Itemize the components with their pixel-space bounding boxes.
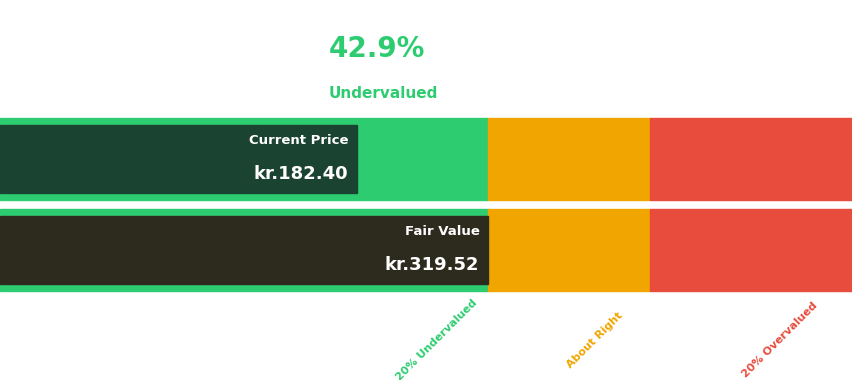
Text: About Right: About Right — [564, 310, 624, 370]
Text: kr.319.52: kr.319.52 — [384, 256, 479, 274]
Text: Fair Value: Fair Value — [404, 225, 479, 238]
Bar — [0, 209, 487, 291]
Text: 42.9%: 42.9% — [328, 35, 424, 63]
Bar — [649, 118, 852, 200]
Bar — [0, 216, 487, 284]
Text: Current Price: Current Price — [248, 134, 348, 147]
Bar — [487, 118, 649, 200]
Bar — [487, 209, 649, 291]
Text: Undervalued: Undervalued — [328, 86, 437, 101]
Text: 20% Overvalued: 20% Overvalued — [740, 301, 819, 380]
Bar — [649, 209, 852, 291]
Bar — [0, 125, 356, 193]
Bar — [0, 118, 487, 200]
Text: kr.182.40: kr.182.40 — [253, 165, 348, 183]
Text: 20% Undervalued: 20% Undervalued — [394, 298, 478, 380]
